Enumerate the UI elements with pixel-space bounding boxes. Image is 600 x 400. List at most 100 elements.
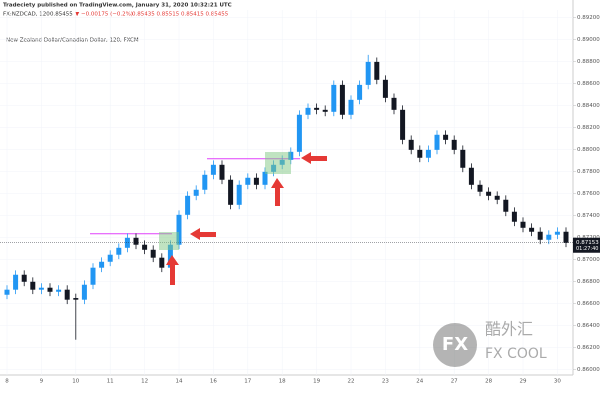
y-tick-label: 0.88200 (577, 125, 600, 131)
candle-body (468, 167, 474, 185)
candle-body (339, 84, 345, 115)
y-tick-label: 0.86800 (577, 279, 600, 285)
candle-body (219, 164, 225, 180)
arrow-left (190, 228, 216, 240)
y-tick-label: 0.86600 (577, 301, 600, 307)
candle-body (443, 134, 449, 140)
candle-body (167, 244, 173, 268)
candle-body (494, 195, 500, 200)
x-tick-label: 12 (141, 379, 148, 385)
ohlc: 0.85435 0.85515 0.85415 0.85455 (132, 12, 229, 18)
countdown: 01:27:40 (576, 246, 598, 252)
x-tick-label: 11 (107, 379, 114, 385)
candle-body (374, 61, 380, 80)
y-tick-label: 0.86000 (577, 367, 600, 373)
watermark: FX 酷外汇 FX COOL (433, 320, 547, 367)
x-tick-label: 29 (520, 379, 527, 385)
candle-body (477, 184, 483, 192)
candle-body (185, 195, 191, 215)
x-tick-label: 9 (40, 379, 44, 385)
chart-title: New Zealand Dollar/Canadian Dollar, 120,… (6, 38, 139, 44)
candle-body (202, 174, 208, 190)
candle-body (451, 139, 457, 150)
arrow-up (271, 178, 284, 206)
x-tick-label: 8 (5, 379, 9, 385)
candle-body (142, 244, 148, 250)
y-tick-label: 0.87000 (577, 257, 600, 263)
candle-body (417, 149, 423, 158)
candle-body (408, 139, 414, 150)
highlight-box (265, 152, 291, 174)
candle-body (245, 177, 251, 185)
y-tick-label: 0.89200 (577, 15, 600, 21)
y-tick-label: 0.86400 (577, 323, 600, 329)
x-tick-label: 23 (382, 379, 389, 385)
candle-body (520, 221, 526, 228)
y-tick-label: 0.88000 (577, 147, 600, 153)
candle-body (236, 184, 242, 205)
watermark-logo-text: FX (442, 334, 468, 355)
x-tick-label: 24 (416, 379, 423, 385)
candle-body (99, 261, 105, 268)
publisher: Tradeciety published on TradingView.com,… (3, 3, 232, 9)
arrow-up (166, 255, 179, 285)
candle-body (400, 109, 406, 140)
arrows (166, 152, 327, 285)
candle-body (348, 99, 354, 115)
candle-body (503, 199, 509, 212)
x-tick-label: 19 (313, 379, 320, 385)
y-tick-label: 0.88800 (577, 59, 600, 65)
y-tick-label: 0.87400 (577, 213, 600, 219)
candle-body (116, 247, 122, 255)
x-tick-label: 18 (279, 379, 286, 385)
candle-body (365, 61, 371, 85)
candle-body (331, 84, 337, 112)
candle-body (537, 231, 543, 240)
candle-body (107, 254, 113, 262)
candle-body (253, 177, 259, 185)
candle-body (262, 171, 268, 185)
watermark-logo (433, 323, 477, 367)
candle-body (38, 287, 44, 290)
candle-body (210, 164, 216, 175)
y-tick-label: 0.86200 (577, 345, 600, 351)
candle-body (47, 287, 53, 292)
candle-body (4, 289, 10, 295)
y-tick-label: 0.87800 (577, 169, 600, 175)
candle-body (21, 274, 27, 282)
y-tick-label: 0.88400 (577, 103, 600, 109)
x-tick-label: 14 (176, 379, 183, 385)
candle-body (511, 211, 517, 222)
candle-body (314, 107, 320, 110)
candle-body (322, 109, 328, 112)
candle-body (30, 281, 36, 290)
x-tick-label: 16 (210, 379, 217, 385)
candle-body (124, 237, 130, 248)
plot: 0.86000 0.86200 0.86400 0.86600 0.86800 0.870… (0, 10, 600, 385)
x-tick-label: 27 (451, 379, 458, 385)
y-tick-label: 0.87600 (577, 191, 600, 197)
candle-body (460, 149, 466, 168)
candle-body (90, 267, 96, 285)
y-tick-label: 0.89000 (577, 37, 600, 43)
x-tick-label: 28 (485, 379, 492, 385)
candle-body (434, 134, 440, 150)
quote: 0.85455 (50, 12, 73, 18)
candle-body (228, 179, 234, 205)
candle-body (305, 107, 311, 115)
watermark-name: 酷外汇 (485, 320, 533, 339)
last-price-tag (573, 237, 600, 253)
candle-body (391, 97, 397, 110)
candle-body (193, 189, 199, 196)
last-price-label: 0.87153 (576, 240, 599, 246)
x-tick-label: 17 (244, 379, 251, 385)
candle-body (546, 234, 552, 240)
candle-body (150, 249, 156, 258)
symbol: FX:NZDCAD, 120 (3, 12, 50, 18)
candle-body (13, 274, 19, 290)
candle-body (563, 231, 569, 243)
x-tick-label: 30 (554, 379, 561, 385)
candle-body (554, 231, 560, 235)
